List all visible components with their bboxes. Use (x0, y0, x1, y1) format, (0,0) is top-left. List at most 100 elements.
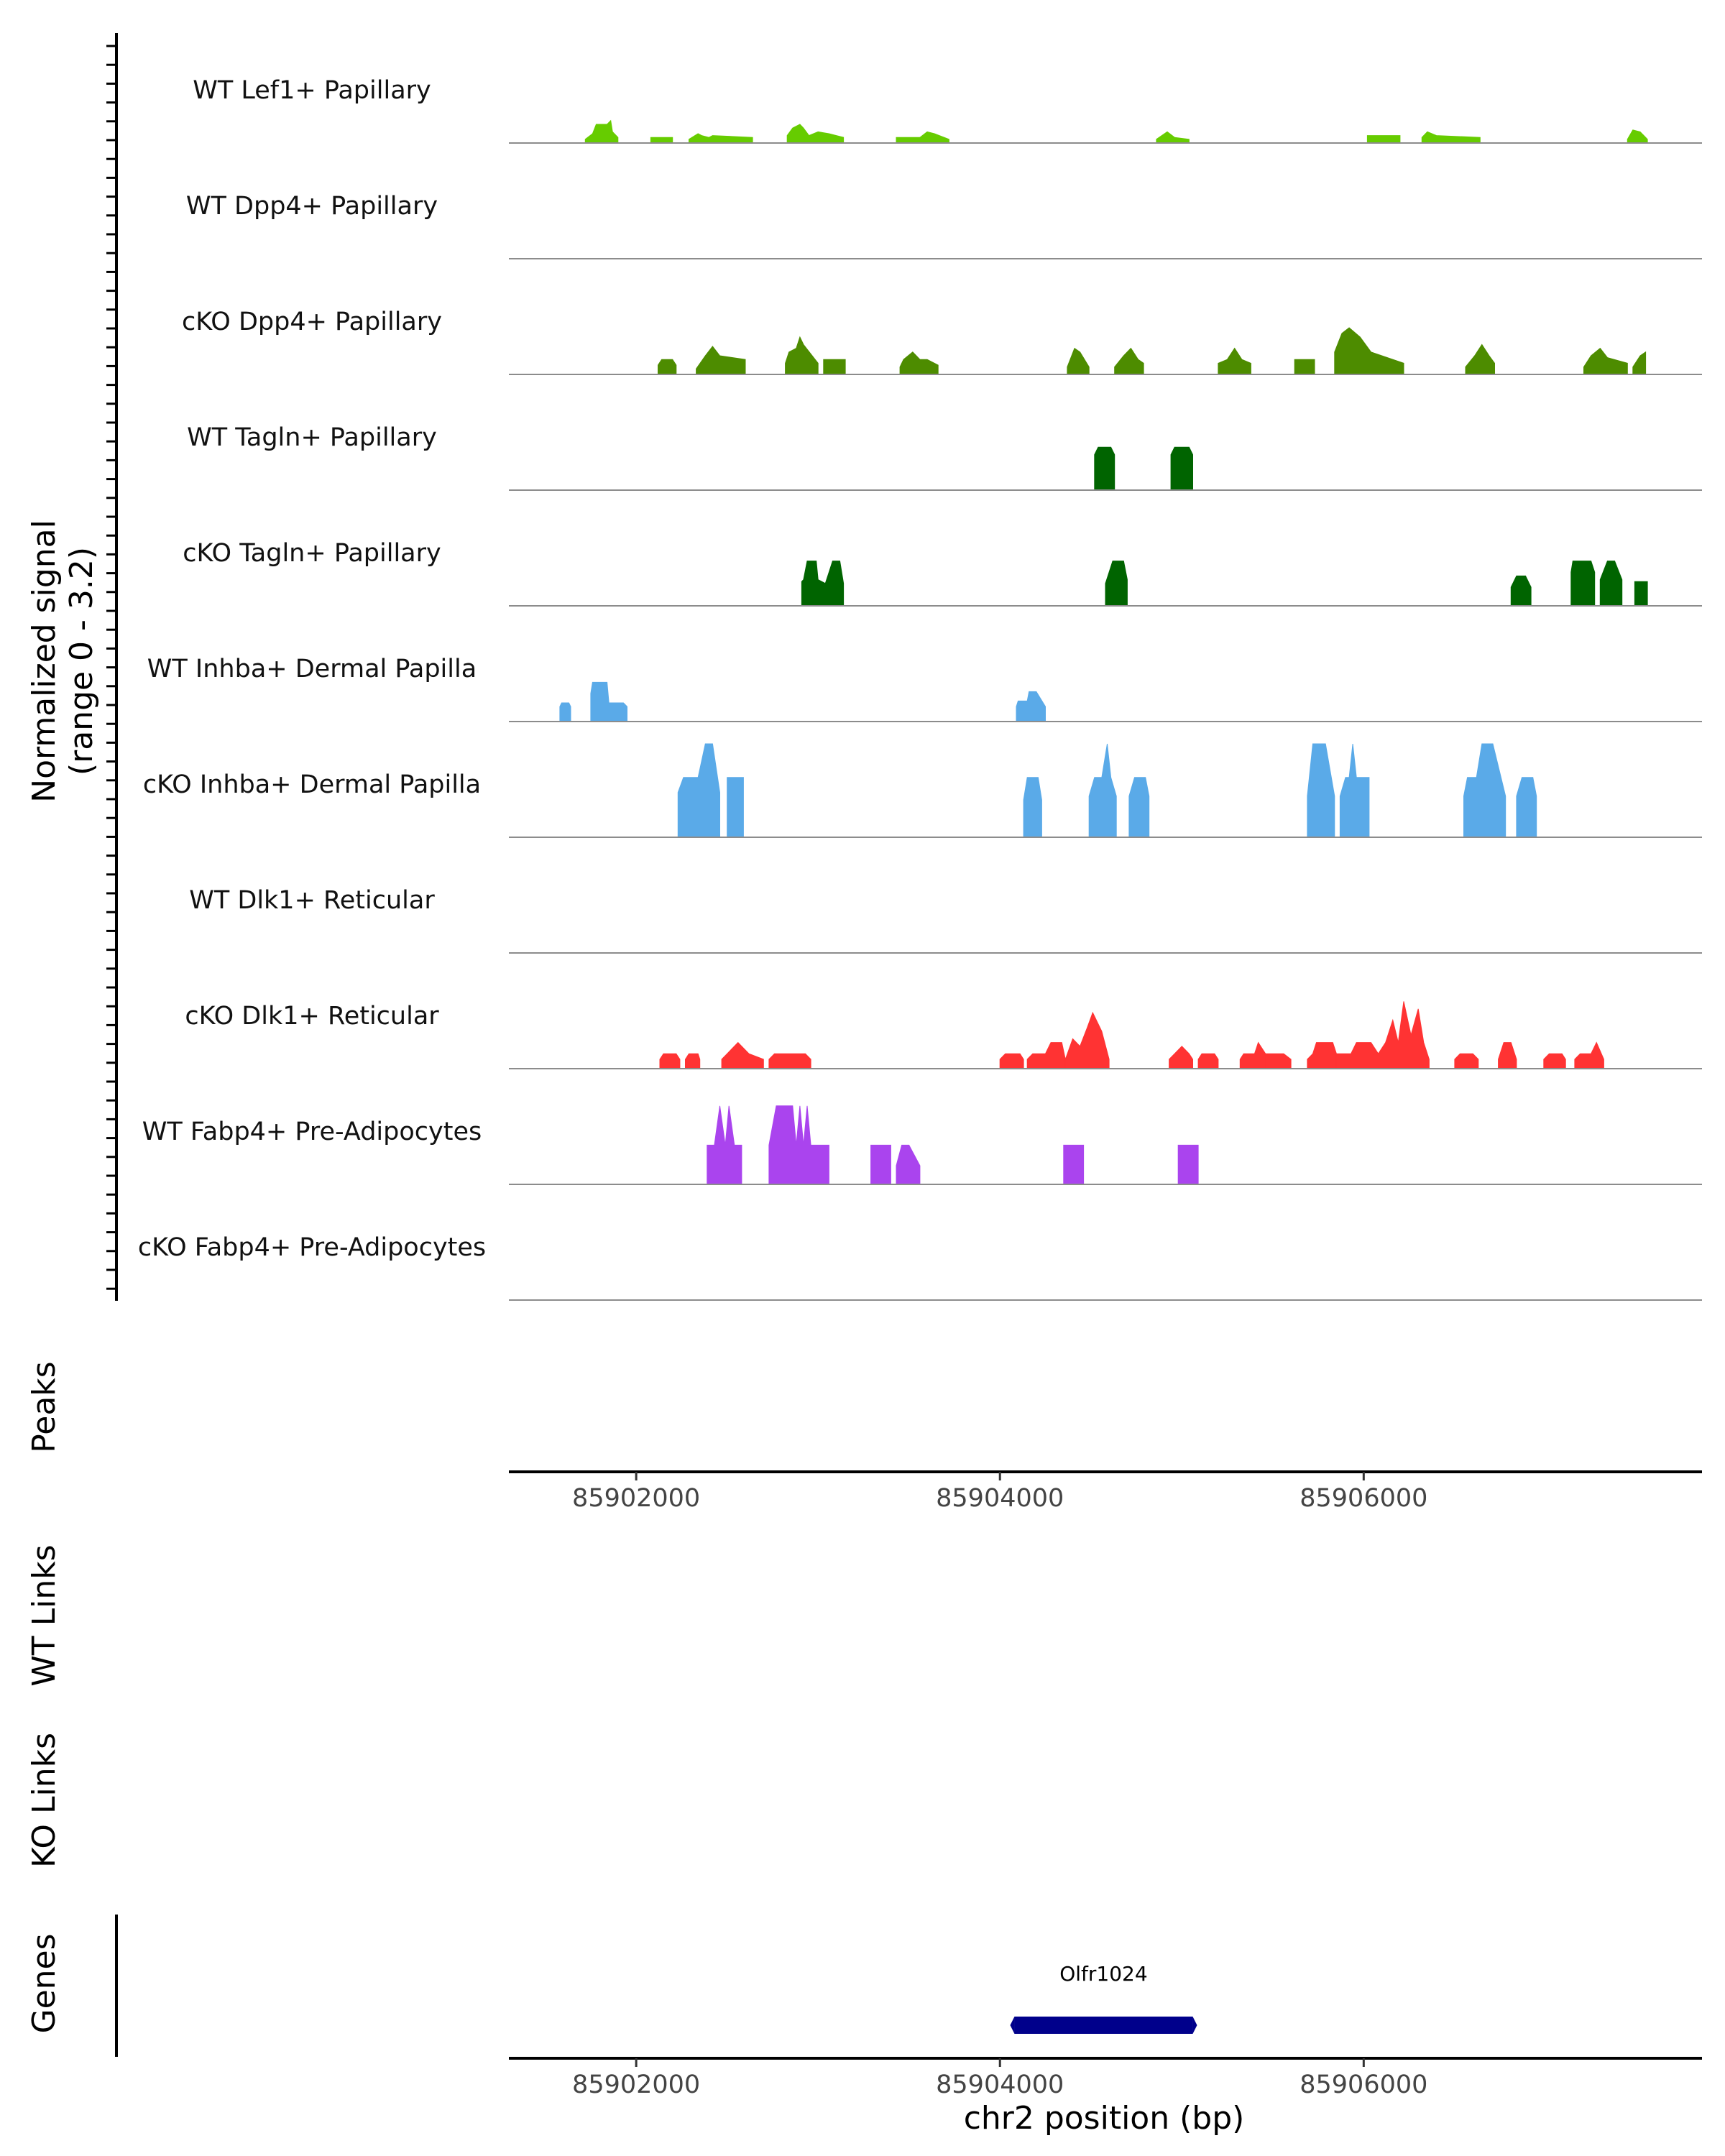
signal-peak (685, 1053, 701, 1069)
gene-body (1014, 2017, 1193, 2034)
signal-peak (1510, 575, 1532, 607)
signal-peak (1498, 1042, 1517, 1069)
x-tick-label: 85904000 (936, 2070, 1064, 2099)
gene-label: Olfr1024 (1059, 1962, 1147, 1986)
signal-peak (1105, 561, 1128, 607)
signal-peak (785, 336, 819, 375)
signal-peak (1632, 351, 1647, 375)
track-1: WT Dpp4+ Papillary (186, 192, 1702, 259)
signal-peak (919, 131, 949, 144)
signal-peak (1067, 347, 1090, 375)
ko-links-label: KO Links (26, 1733, 63, 1868)
signal-peak (721, 1041, 764, 1069)
signal-peak (1170, 446, 1193, 491)
track-label: cKO Dpp4+ Papillary (182, 308, 442, 336)
signal-peak (768, 1053, 811, 1069)
signal-peak (1463, 743, 1506, 838)
signal-peak (727, 777, 744, 838)
signal-peak (1064, 1011, 1110, 1069)
signal-peak (1339, 743, 1370, 838)
track-label: WT Inhba+ Dermal Papilla (147, 655, 477, 683)
x-axis-bottom: 85902000 85904000 85906000 (572, 2058, 1427, 2099)
signal-peak (1088, 743, 1117, 838)
x-tick-label: 85902000 (572, 1484, 700, 1513)
x-tick-label: 85902000 (572, 2070, 700, 2099)
track-10: cKO Fabp4+ Pre-Adipocytes (138, 1233, 1702, 1301)
track-label: WT Fabp4+ Pre-Adipocytes (142, 1118, 482, 1146)
signal-peak (1294, 359, 1315, 375)
track-label: cKO Fabp4+ Pre-Adipocytes (138, 1233, 486, 1262)
signal-peak (1454, 1053, 1479, 1069)
signal-peak (650, 137, 673, 144)
signal-peak (899, 351, 939, 375)
signal-peak (999, 1053, 1024, 1069)
signal-peak (1177, 1144, 1199, 1185)
track-label: WT Dlk1+ Reticular (189, 886, 435, 915)
signal-peak (801, 561, 845, 607)
signal-peak (1128, 777, 1150, 838)
x-tick-label: 85906000 (1300, 2070, 1427, 2099)
signal-peak (1583, 347, 1628, 375)
signal-peak (1218, 347, 1251, 375)
signal-peak (1574, 1041, 1604, 1069)
signal-peak (1516, 777, 1537, 838)
signal-peak (1599, 561, 1623, 607)
x-tick-label: 85906000 (1300, 1484, 1427, 1513)
signal-peak (584, 119, 619, 144)
signal-peak (1197, 1053, 1219, 1069)
signal-peak (896, 137, 921, 144)
signal-peak (1335, 1042, 1379, 1069)
signal-peak (1063, 1144, 1085, 1185)
y-axis-title-line1: Normalized signal (26, 520, 63, 803)
track-5: WT Inhba+ Dermal Papilla (147, 655, 1702, 722)
track-9: WT Fabp4+ Pre-Adipocytes (142, 1105, 1702, 1185)
y-axis-title-line2: (range 0 - 3.2) (63, 547, 100, 775)
signal-peak (590, 681, 627, 722)
signal-peak (1023, 777, 1042, 838)
signal-peak (659, 1053, 681, 1069)
signal-peak (1366, 135, 1401, 144)
signal-peak (1421, 131, 1481, 144)
track-label: WT Tagln+ Papillary (187, 423, 437, 452)
signal-peak (1169, 1046, 1193, 1069)
track-3: WT Tagln+ Papillary (187, 423, 1702, 491)
signal-peak (1627, 129, 1648, 144)
signal-peak (768, 1105, 829, 1185)
signal-peak (1156, 131, 1190, 144)
tracks: WT Lef1+ Papillary WT Dpp4+ Papillary cKO … (138, 76, 1702, 1301)
wt-links-label: WT Links (26, 1544, 63, 1686)
track-label: cKO Tagln+ Papillary (183, 539, 441, 568)
track-label: cKO Inhba+ Dermal Papilla (143, 770, 481, 799)
genes-track: Olfr1024 (1010, 1962, 1197, 2034)
signal-peak (896, 1144, 921, 1185)
signal-peak (1307, 1042, 1337, 1069)
signal-peak (1114, 347, 1144, 375)
peaks-label: Peaks (26, 1361, 63, 1452)
signal-peak (689, 133, 753, 144)
signal-peak (870, 1144, 891, 1185)
track-6: cKO Inhba+ Dermal Papilla (143, 743, 1702, 838)
signal-peak (1570, 561, 1596, 607)
track-4: cKO Tagln+ Papillary (183, 539, 1702, 607)
signal-peak (1634, 581, 1648, 607)
signal-peak (786, 124, 845, 144)
track-7: WT Dlk1+ Reticular (189, 886, 1702, 954)
x-axis-top: 85902000 85904000 85906000 (572, 1472, 1427, 1513)
signal-peak (1307, 743, 1335, 838)
signal-peak (677, 743, 720, 838)
track-8: cKO Dlk1+ Reticular (185, 1001, 1702, 1069)
x-tick-label: 85904000 (936, 1484, 1064, 1513)
track-y-axis-ticks (106, 45, 116, 1290)
track-2: cKO Dpp4+ Papillary (182, 308, 1702, 375)
signal-peak (707, 1105, 742, 1185)
signal-peak (1334, 327, 1404, 375)
signal-peak (559, 702, 571, 722)
signal-peak (1239, 1041, 1266, 1069)
signal-peak (1543, 1053, 1566, 1069)
genes-label: Genes (26, 1933, 63, 2033)
signal-peak (696, 346, 746, 375)
signal-peak (1265, 1053, 1292, 1069)
signal-peak (1026, 1042, 1066, 1069)
track-0: WT Lef1+ Papillary (193, 76, 1702, 144)
